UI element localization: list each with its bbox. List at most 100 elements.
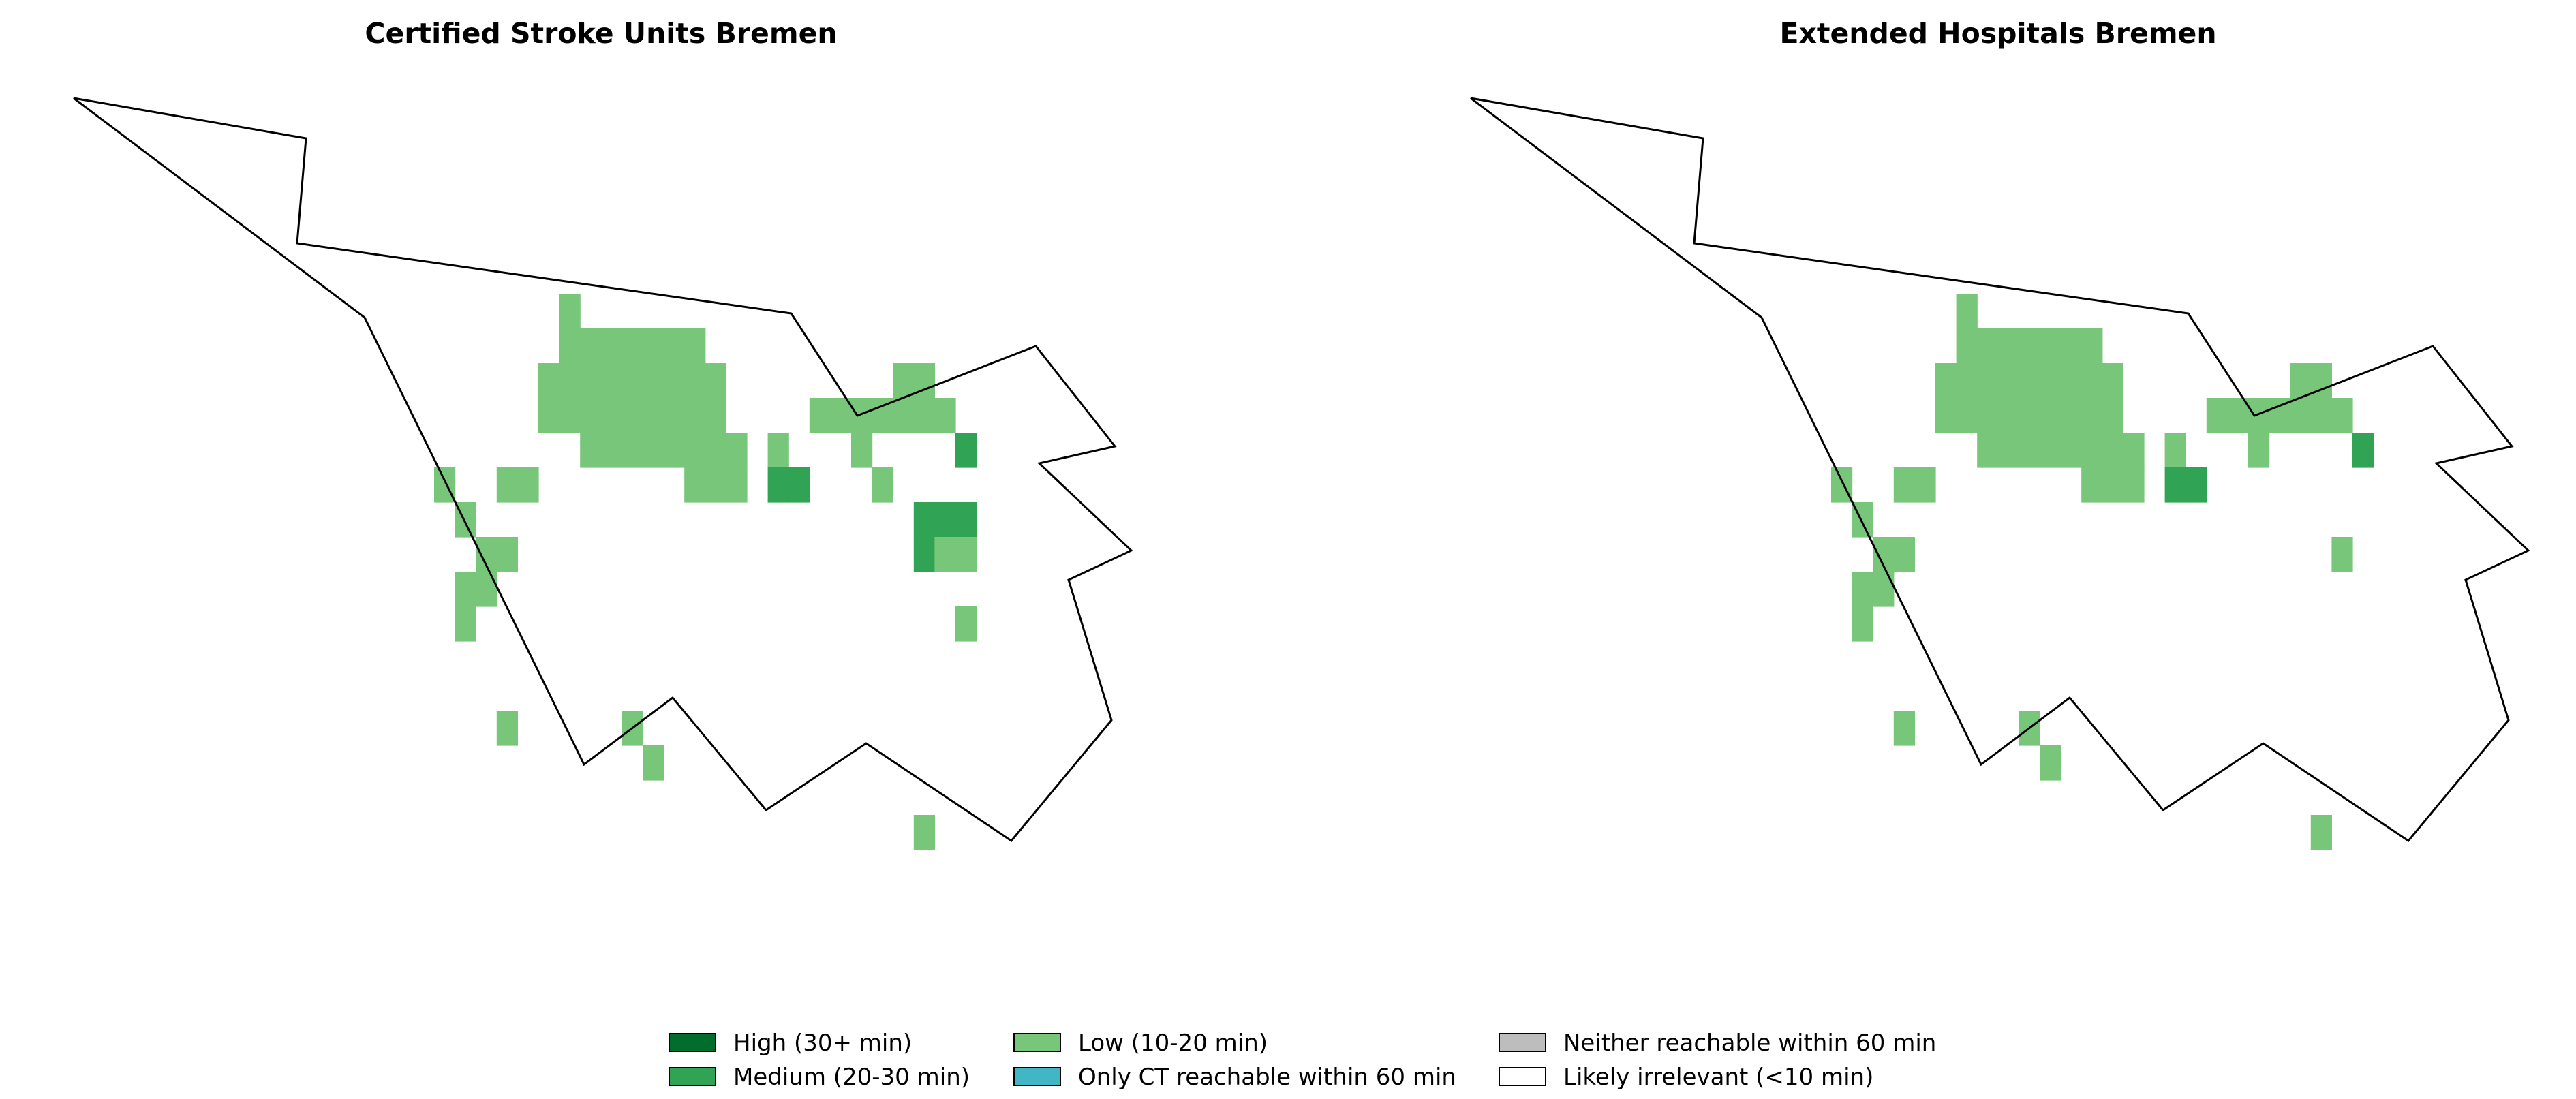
grid-cell xyxy=(663,433,685,468)
legend-label: Low (10-20 min) xyxy=(1078,1030,1268,1057)
grid-cell xyxy=(955,502,977,538)
grid-cell xyxy=(1997,328,2019,364)
map-panel-extended-hospitals: Extended Hospitals Bremen xyxy=(1470,17,2530,850)
grid-cell xyxy=(913,502,935,538)
grid-cell xyxy=(1997,433,2019,468)
grid-cell xyxy=(1914,467,1936,503)
grid-cell xyxy=(2290,363,2312,399)
grid-cell xyxy=(663,328,685,364)
grid-cell xyxy=(643,398,664,433)
grid-cell xyxy=(1852,606,1873,642)
grid-cell xyxy=(955,606,977,642)
grid-cell xyxy=(1893,711,1915,746)
grid-cell xyxy=(872,467,893,503)
legend-swatch xyxy=(669,1033,716,1052)
map-title: Certified Stroke Units Bremen xyxy=(365,17,837,50)
grid-cell xyxy=(1873,572,1895,607)
grid-cell xyxy=(788,467,810,503)
grid-cell xyxy=(643,363,664,399)
grid-cell xyxy=(2331,537,2353,572)
legend-label: Medium (20-30 min) xyxy=(733,1064,970,1091)
grid-cell xyxy=(455,606,476,642)
legend-label: High (30+ min) xyxy=(733,1030,912,1057)
grid-cell xyxy=(2040,433,2061,468)
legend-swatch xyxy=(1499,1067,1546,1086)
grid-cell xyxy=(2060,328,2082,364)
grid-cell xyxy=(2186,467,2207,503)
grid-cell xyxy=(2102,363,2123,399)
grid-cell xyxy=(705,433,726,468)
grid-cell xyxy=(580,398,602,433)
legend-label: Only CT reachable within 60 min xyxy=(1078,1064,1456,1091)
legend-item-high: High (30+ min) xyxy=(669,1030,912,1057)
grid-cell xyxy=(663,398,685,433)
legend-item-low: Low (10-20 min) xyxy=(1013,1030,1268,1057)
grid-cell xyxy=(1893,467,1915,503)
legend-item-ct-only: Only CT reachable within 60 min xyxy=(1013,1064,1456,1091)
grid-cell xyxy=(496,467,518,503)
grid-cell xyxy=(1935,363,1957,399)
grid-cell xyxy=(934,502,956,538)
grid-cells xyxy=(1831,294,2374,850)
grid-cell xyxy=(705,398,726,433)
grid-cell xyxy=(496,711,518,746)
grid-cell xyxy=(580,328,602,364)
grid-cell xyxy=(1935,398,1957,433)
grid-cell xyxy=(767,467,789,503)
grid-cell xyxy=(2206,398,2228,433)
grid-cell xyxy=(2060,363,2082,399)
grid-cell xyxy=(496,537,518,572)
grid-cell xyxy=(2060,433,2082,468)
grid-cell xyxy=(2040,745,2061,781)
grid-cell xyxy=(2102,398,2123,433)
grid-cell xyxy=(934,537,956,572)
grid-cell xyxy=(684,467,706,503)
grid-cell xyxy=(2040,398,2061,433)
grid-cell xyxy=(1977,363,1999,399)
grid-cell xyxy=(2081,363,2103,399)
grid-cell xyxy=(1893,537,1915,572)
grid-cell xyxy=(2040,328,2061,364)
grid-cell xyxy=(684,433,706,468)
grid-cell xyxy=(2123,467,2145,503)
grid-cell xyxy=(1956,363,1978,399)
grid-cell xyxy=(955,537,977,572)
grid-cell xyxy=(1977,433,1999,468)
grid-cell xyxy=(913,398,935,433)
grid-cell xyxy=(1977,398,1999,433)
grid-cell xyxy=(684,398,706,433)
legend-swatch xyxy=(669,1067,716,1086)
grid-cell xyxy=(2081,467,2103,503)
grid-cell xyxy=(955,433,977,468)
legend-label: Neither reachable within 60 min xyxy=(1563,1030,1936,1057)
grid-cell xyxy=(726,433,748,468)
grid-cell xyxy=(893,363,915,399)
grid-cell xyxy=(517,467,539,503)
grid-cell xyxy=(2123,433,2145,468)
legend-swatch xyxy=(1013,1033,1061,1052)
grid-cell xyxy=(559,294,581,329)
grid-cell xyxy=(913,815,935,850)
grid-cell xyxy=(2102,433,2123,468)
grid-cell xyxy=(726,467,748,503)
grid-cell xyxy=(2060,398,2082,433)
grid-cell xyxy=(2019,433,2040,468)
grid-cell xyxy=(1977,328,1999,364)
grid-cell xyxy=(705,363,726,399)
grid-cell xyxy=(893,398,915,433)
bremen-boundary xyxy=(1470,97,2530,843)
grid-cell xyxy=(1956,398,1978,433)
grid-cell xyxy=(1956,294,1978,329)
grid-cell xyxy=(767,433,789,468)
grid-cell xyxy=(600,363,622,399)
grid-cell xyxy=(684,363,706,399)
grid-cell xyxy=(2019,363,2040,399)
grid-cell xyxy=(580,433,602,468)
grid-cell xyxy=(2164,467,2186,503)
legend-swatch xyxy=(1499,1033,1546,1052)
grid-cell xyxy=(2102,467,2123,503)
grid-cell xyxy=(643,433,664,468)
grid-cell xyxy=(705,467,726,503)
grid-cell xyxy=(851,398,873,433)
